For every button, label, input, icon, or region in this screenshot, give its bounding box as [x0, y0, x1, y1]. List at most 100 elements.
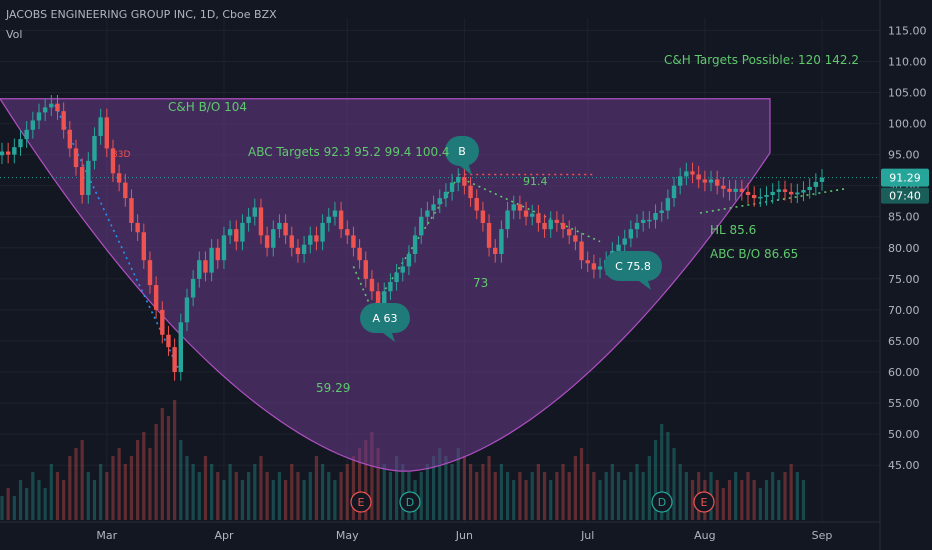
volume-bar	[801, 480, 806, 520]
candle-body	[98, 117, 103, 136]
candle-body	[690, 171, 695, 175]
candle-body	[721, 185, 726, 189]
bubble-c: C 75.8	[604, 251, 662, 290]
marker-letter: D	[406, 496, 414, 509]
candle-body	[523, 210, 529, 217]
volume-bar	[388, 472, 393, 520]
time-axis[interactable]: Mar Apr May Jun Jul Aug Sep	[0, 521, 880, 542]
candle-body	[49, 103, 54, 108]
earnings-marker[interactable]: E	[350, 491, 372, 513]
volume-bar	[777, 480, 781, 520]
volume-bar	[604, 472, 608, 520]
price-tick-label: 65.00	[888, 335, 920, 348]
candle-body	[702, 179, 708, 183]
candle-body	[579, 241, 584, 261]
candle-body	[647, 219, 652, 222]
candle-body	[104, 117, 110, 149]
volume-bar	[623, 480, 627, 520]
volume-bar	[518, 472, 522, 520]
volume-bar	[475, 472, 479, 520]
candle-body	[597, 266, 603, 270]
volume-bar	[789, 464, 793, 520]
candle-body	[252, 207, 257, 217]
time-tick-label: Apr	[214, 529, 234, 542]
volume-bar	[481, 464, 485, 520]
volume-bar	[31, 472, 35, 520]
candle-body	[258, 207, 264, 236]
volume-bar	[530, 472, 534, 520]
volume-bar	[290, 464, 294, 520]
volume-bar	[117, 448, 121, 520]
candle-body	[480, 210, 486, 223]
volume-bar	[783, 472, 787, 520]
volume-bar	[179, 440, 183, 520]
volume-bar	[314, 456, 319, 520]
candle-body	[585, 260, 590, 264]
volume-bar	[160, 408, 164, 520]
volume-bar	[25, 488, 29, 520]
volume-bar	[277, 472, 282, 520]
price-tick-label: 75.00	[888, 273, 920, 286]
volume-bar	[240, 480, 245, 520]
price-tick-label: 100.00	[888, 118, 927, 131]
volume-bar	[43, 488, 47, 520]
volume-bar	[18, 480, 23, 520]
candle-body	[308, 235, 313, 245]
volume-bar	[431, 456, 436, 520]
candle-body	[431, 204, 436, 211]
candle-body	[36, 112, 42, 121]
time-tick-label: Jun	[455, 529, 473, 542]
candle-body	[733, 188, 738, 192]
ch-bo-label: C&H B/O 104	[168, 100, 248, 114]
volume-bar	[764, 480, 769, 520]
volume-bar	[666, 432, 670, 520]
candle-body	[474, 198, 479, 211]
candle-body	[807, 186, 812, 191]
volume-bar	[487, 456, 491, 520]
bubble-b: B	[445, 136, 479, 175]
price-tick-label: 55.00	[888, 397, 920, 410]
volume-bar	[586, 464, 590, 520]
candle-body	[190, 278, 196, 298]
bubble-tail	[379, 330, 395, 342]
volume-bar	[265, 472, 269, 520]
label-59-29: 59.29	[316, 381, 351, 395]
volume-bar	[629, 472, 633, 520]
price-axis-bg	[880, 0, 932, 550]
volume-bar	[308, 472, 312, 520]
candle-body	[227, 229, 233, 236]
price-axis[interactable]: 115.00110.00105.00100.0095.0090.0085.008…	[879, 0, 932, 550]
volume-bar	[216, 472, 220, 520]
volume-bar	[284, 480, 288, 520]
volume-bar	[734, 472, 738, 520]
earnings-marker[interactable]: E	[693, 491, 715, 513]
candle-body	[79, 167, 85, 195]
candle-body	[542, 222, 547, 230]
price-tick-label: 85.00	[888, 211, 920, 224]
candle-body	[12, 147, 17, 155]
volume-bar	[327, 472, 331, 520]
dividend-marker[interactable]: D	[651, 491, 673, 513]
volume-bar	[154, 424, 158, 520]
volume-bar	[493, 472, 497, 520]
volume-bar	[271, 480, 275, 520]
candle-body	[369, 278, 375, 292]
label-83d: 83D	[112, 150, 131, 160]
dividend-marker[interactable]: D	[399, 491, 421, 513]
volume-bar	[401, 464, 405, 520]
price-tick-label: 45.00	[888, 459, 920, 472]
volume-bar	[555, 472, 559, 520]
candle-body	[449, 182, 455, 192]
candle-body	[264, 235, 270, 248]
candle-body	[184, 297, 190, 323]
volume-bar	[444, 456, 448, 520]
volume-bar	[684, 472, 688, 520]
volume-bar	[382, 464, 386, 520]
candle-body	[141, 232, 147, 261]
candle-body	[653, 213, 658, 220]
candle-body	[283, 222, 288, 236]
candle-body	[234, 229, 239, 242]
candle-body	[277, 222, 282, 230]
